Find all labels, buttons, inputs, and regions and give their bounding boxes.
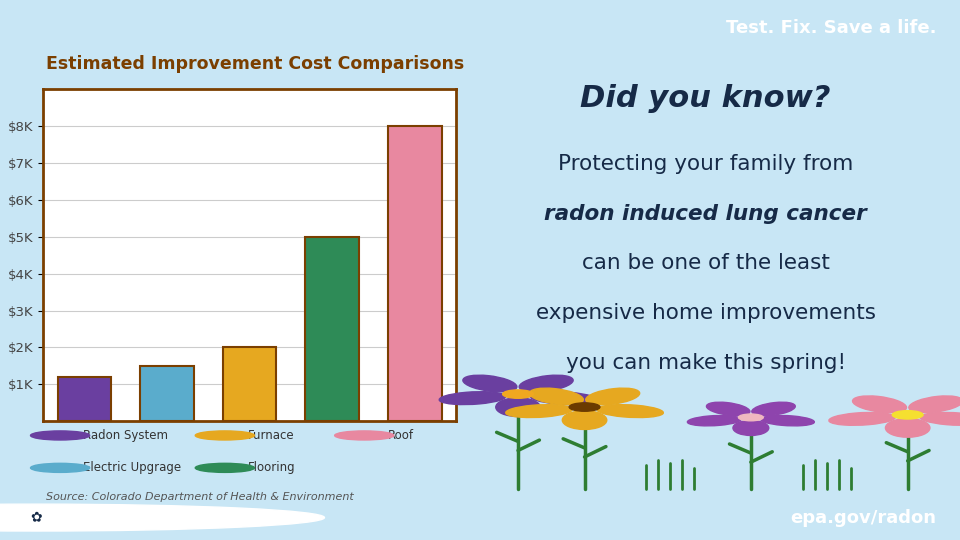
Circle shape xyxy=(892,410,924,419)
Text: can be one of the least: can be one of the least xyxy=(582,253,829,273)
Text: Radon System: Radon System xyxy=(84,429,168,442)
Ellipse shape xyxy=(885,418,930,437)
Ellipse shape xyxy=(828,413,896,426)
Ellipse shape xyxy=(519,375,573,392)
Bar xyxy=(223,347,276,421)
Ellipse shape xyxy=(440,392,506,404)
Ellipse shape xyxy=(852,396,906,413)
Ellipse shape xyxy=(495,398,540,416)
Ellipse shape xyxy=(752,402,795,416)
Text: you can make this spring!: you can make this spring! xyxy=(565,353,846,373)
Ellipse shape xyxy=(563,411,607,429)
Text: Roof: Roof xyxy=(388,429,414,442)
Text: epa.gov/radon: epa.gov/radon xyxy=(790,509,936,526)
Ellipse shape xyxy=(920,413,960,426)
Text: Did you know?: Did you know? xyxy=(581,84,830,113)
Circle shape xyxy=(569,403,600,411)
Ellipse shape xyxy=(760,415,814,426)
Circle shape xyxy=(31,463,89,472)
Text: radon induced lung cancer: radon induced lung cancer xyxy=(544,204,867,224)
Ellipse shape xyxy=(732,421,769,435)
Ellipse shape xyxy=(529,388,584,405)
Bar xyxy=(305,237,359,421)
Ellipse shape xyxy=(707,402,750,416)
Text: expensive home improvements: expensive home improvements xyxy=(536,303,876,323)
Bar xyxy=(140,366,194,421)
Circle shape xyxy=(31,431,89,440)
Bar xyxy=(388,126,442,421)
Text: Furnace: Furnace xyxy=(248,429,295,442)
Text: EPA: EPA xyxy=(72,508,112,527)
Ellipse shape xyxy=(687,415,741,426)
Text: Estimated Improvement Cost Comparisons: Estimated Improvement Cost Comparisons xyxy=(46,55,465,73)
Circle shape xyxy=(0,504,324,531)
Text: Test. Fix. Save a life.: Test. Fix. Save a life. xyxy=(726,18,936,37)
Circle shape xyxy=(738,414,763,421)
Circle shape xyxy=(195,463,254,472)
Ellipse shape xyxy=(506,404,572,417)
Ellipse shape xyxy=(530,392,597,404)
Text: Electric Upgrage: Electric Upgrage xyxy=(84,461,181,474)
Ellipse shape xyxy=(586,388,639,405)
Text: Source: Colorado Department of Health & Environment: Source: Colorado Department of Health & … xyxy=(46,492,354,503)
Ellipse shape xyxy=(463,375,516,392)
Ellipse shape xyxy=(909,396,960,413)
Text: ✿: ✿ xyxy=(31,511,42,524)
Bar xyxy=(58,377,111,421)
Circle shape xyxy=(503,390,534,399)
Ellipse shape xyxy=(597,404,663,417)
Circle shape xyxy=(195,431,254,440)
Text: Protecting your family from: Protecting your family from xyxy=(558,154,853,174)
Text: Flooring: Flooring xyxy=(248,461,296,474)
Circle shape xyxy=(335,431,394,440)
